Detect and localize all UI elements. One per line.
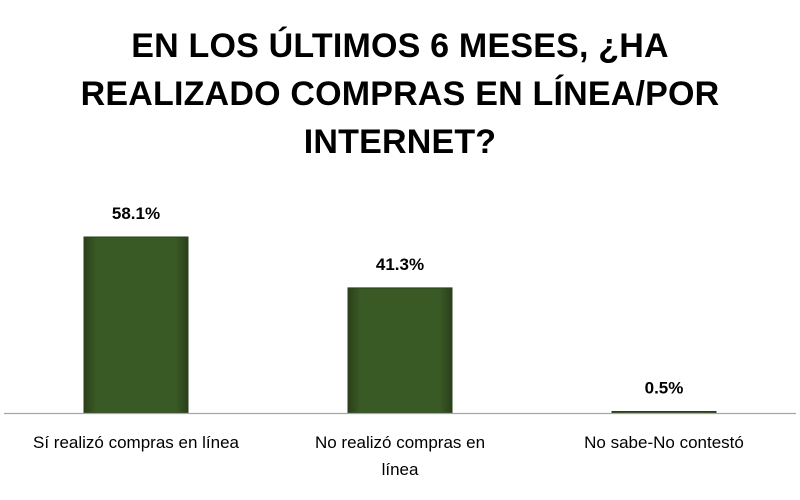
data-label-1: 58.1% bbox=[112, 204, 160, 223]
data-label-3: 0.5% bbox=[645, 378, 684, 397]
data-labels-group: 58.1% 41.3% 0.5% bbox=[112, 204, 683, 397]
category-label-2-line-2: línea bbox=[382, 460, 419, 479]
chart-title-line-3: INTERNET? bbox=[303, 123, 497, 161]
category-label-1-line-1: Sí realizó compras en línea bbox=[33, 433, 240, 452]
bars-group bbox=[83, 236, 717, 414]
category-labels-group: Sí realizó compras en línea No realizó co… bbox=[33, 433, 744, 479]
chart-title: EN LOS ÚLTIMOS 6 MESES, ¿HA REALIZADO CO… bbox=[40, 22, 760, 166]
bar-1 bbox=[83, 236, 189, 414]
chart-title-line-2: REALIZADO COMPRAS EN LÍNEA/POR bbox=[80, 75, 720, 113]
category-label-2-line-1: No realizó compras en bbox=[315, 433, 485, 452]
bar-2 bbox=[347, 287, 453, 414]
chart-title-line-1: EN LOS ÚLTIMOS 6 MESES, ¿HA bbox=[131, 27, 669, 65]
category-label-3: No sabe-No contestó bbox=[584, 433, 744, 452]
category-label-3-line-1: No sabe-No contestó bbox=[584, 433, 744, 452]
bar-3 bbox=[611, 410, 717, 414]
category-label-2: No realizó compras en línea bbox=[315, 433, 485, 479]
data-label-2: 41.3% bbox=[376, 255, 424, 274]
category-label-1: Sí realizó compras en línea bbox=[33, 433, 240, 452]
